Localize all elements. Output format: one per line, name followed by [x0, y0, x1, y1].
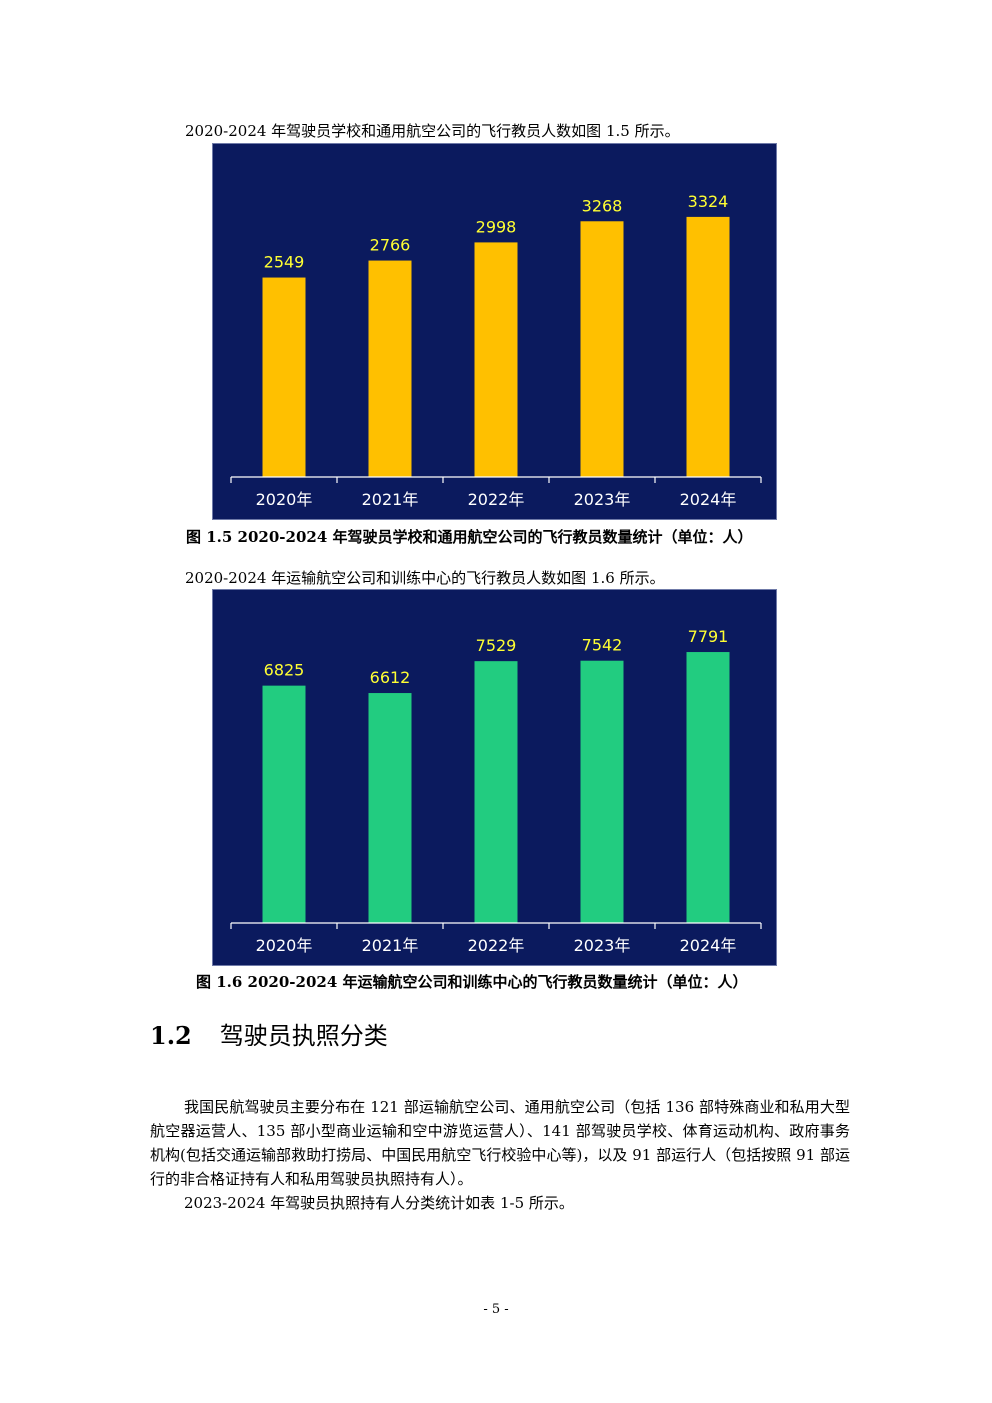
section-number: 1.2	[150, 1021, 192, 1050]
chart1-bar-1	[368, 260, 412, 477]
section-title: 驾驶员执照分类	[219, 1022, 388, 1050]
chart1-tick-label-0: 2020年	[256, 490, 313, 509]
chart1-bar-4	[686, 216, 730, 477]
chart1-data-label-1: 2766	[370, 236, 411, 255]
chart1-data-label-0: 2549	[264, 253, 305, 272]
chart2-bar-2	[474, 661, 518, 923]
chart2-svg: 6825 6612 7529 7542 7791 2020年 2021年 2022年 2023年…	[230, 627, 762, 955]
chart2-tick-label-0: 2020年	[256, 936, 313, 955]
page-number: - 5 -	[483, 1302, 509, 1317]
chart2-panel: 6825 6612 7529 7542 7791 2020年 2021年 2022年 2023年…	[212, 589, 777, 966]
chart2-data-label-3: 7542	[582, 636, 623, 655]
chart1-tick-label-3: 2023年	[574, 490, 631, 509]
chart1-data-label-3: 3268	[582, 196, 623, 215]
chart1-svg: 2549 2766 2998 3268 3324 2020年 2021年 2022年 2023年…	[230, 192, 762, 509]
chart1-data-label-4: 3324	[688, 192, 729, 211]
chart1-intro-text: 2020-2024 年驾驶员学校和通用航空公司的飞行教员人数如图 1.5 所示。	[185, 122, 680, 140]
chart1-bar-3	[580, 221, 624, 477]
chart1-bar-0	[262, 277, 306, 477]
chart1-bar-2	[474, 242, 518, 477]
chart2-bar-0	[262, 685, 306, 923]
chart1-tick-label-1: 2021年	[362, 490, 419, 509]
section-heading: 1.2 驾驶员执照分类	[150, 1016, 388, 1051]
chart1-tick-label-2: 2022年	[468, 490, 525, 509]
chart1-tick-label-4: 2024年	[680, 490, 737, 509]
chart2-data-label-4: 7791	[688, 627, 729, 646]
chart2-tick-label-1: 2021年	[362, 936, 419, 955]
chart1-panel: 2549 2766 2998 3268 3324 2020年 2021年 2022年 2023年…	[212, 143, 777, 520]
chart2-data-label-1: 6612	[370, 668, 411, 687]
chart2-tick-label-2: 2022年	[468, 936, 525, 955]
body-text: 我国民航驾驶员主要分布在 121 部运输航空公司、通用航空公司（包括 136 部…	[150, 1095, 850, 1215]
chart1-caption: 图 1.5 2020-2024 年驾驶员学校和通用航空公司的飞行教员数量统计（单…	[186, 528, 753, 546]
chart1-data-label-2: 2998	[476, 217, 517, 236]
chart2-bar-1	[368, 693, 412, 923]
chart2-bar-4	[686, 652, 730, 923]
paragraph: 2023-2024 年驾驶员执照持有人分类统计如表 1-5 所示。	[184, 1194, 574, 1212]
chart2-intro-text: 2020-2024 年运输航空公司和训练中心的飞行教员人数如图 1.6 所示。	[185, 569, 665, 587]
chart2-data-label-2: 7529	[476, 636, 517, 655]
chart2-tick-label-4: 2024年	[680, 936, 737, 955]
chart2-bar-3	[580, 660, 624, 923]
paragraph: 我国民航驾驶员主要分布在 121 部运输航空公司、通用航空公司（包括 136 部…	[150, 1098, 850, 1188]
chart2-tick-label-3: 2023年	[574, 936, 631, 955]
chart2-data-label-0: 6825	[264, 661, 305, 680]
chart2-caption: 图 1.6 2020-2024 年运输航空公司和训练中心的飞行教员数量统计（单位…	[196, 973, 748, 991]
